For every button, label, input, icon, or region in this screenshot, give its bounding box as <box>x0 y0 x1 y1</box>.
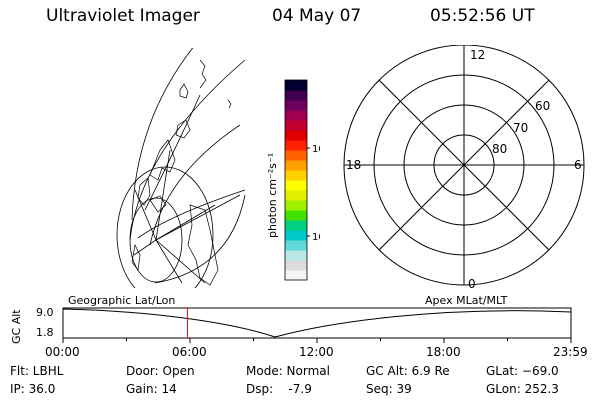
color-scale-swatch <box>285 80 307 91</box>
color-scale-swatch <box>285 90 307 101</box>
color-scale-swatch <box>285 240 307 251</box>
colorbar-tick-10: 10 <box>312 232 320 243</box>
filter-info: Flt: LBHL <box>10 364 64 378</box>
lat-label-60: 60 <box>535 99 550 113</box>
dsp-info: Dsp: -7.9 <box>246 382 312 396</box>
color-scale-swatch <box>285 150 307 161</box>
seq-info: Seq: 39 <box>366 382 412 396</box>
color-scale-swatch <box>285 120 307 131</box>
timeline-xtick-1200: 12:00 <box>299 345 334 359</box>
timeline-right-label: Apex MLat/MLT <box>425 294 508 307</box>
date-label: 04 May 07 <box>272 6 362 26</box>
color-scale-swatch <box>285 230 307 241</box>
geographic-map <box>116 48 246 288</box>
altitude-curve <box>62 308 572 338</box>
glat-info: GLat: −69.0 <box>486 364 559 378</box>
mode-info: Mode: Normal <box>246 364 330 378</box>
color-scale-swatch <box>285 260 307 271</box>
color-scale-bar: 100 10 <box>284 79 320 281</box>
timeline-xtick-1800: 18:00 <box>426 345 461 359</box>
ip-info: IP: 36.0 <box>10 382 56 396</box>
color-scale-swatch <box>285 170 307 181</box>
timeline-xtick-0600: 06:00 <box>172 345 207 359</box>
mlt-label-6: 6 <box>574 158 582 172</box>
lat-label-80: 80 <box>492 142 507 156</box>
polar-mlt-plot: 12 18 6 0 60 70 80 <box>343 45 585 290</box>
timeline-ticks <box>62 338 572 343</box>
colorbar-tick-100: 100 <box>312 144 320 155</box>
mlt-label-18: 18 <box>346 158 361 172</box>
color-scale-swatch <box>285 100 307 111</box>
timeline-ymin: 1.8 <box>36 326 54 339</box>
mlt-label-0: 0 <box>468 277 476 290</box>
color-scale-swatch <box>285 270 307 281</box>
glon-info: GLon: 252.3 <box>486 382 559 396</box>
color-scale-swatch <box>285 160 307 171</box>
door-info: Door: Open <box>126 364 195 378</box>
gain-info: Gain: 14 <box>126 382 177 396</box>
color-scale-swatch <box>285 190 307 201</box>
timeline-xtick-2359: 23:59 <box>553 345 588 359</box>
color-scale-swatch <box>285 200 307 211</box>
instrument-title: Ultraviolet Imager <box>46 6 200 26</box>
color-scale-swatch <box>285 180 307 191</box>
color-scale-swatch <box>285 220 307 231</box>
color-scale-swatches <box>285 80 310 281</box>
timeline-frame <box>62 307 572 339</box>
timeline-xtick-0000: 00:00 <box>45 345 80 359</box>
time-label: 05:52:56 UT <box>430 6 535 26</box>
color-scale-swatch <box>285 250 307 261</box>
timeline-left-label: Geographic Lat/Lon <box>68 294 176 307</box>
color-scale-swatch <box>285 210 307 221</box>
mlt-label-12: 12 <box>470 48 485 62</box>
color-scale-swatch <box>285 130 307 141</box>
gc-alt-info: GC Alt: 6.9 Re <box>366 364 450 378</box>
timeline-ymax: 9.0 <box>36 306 54 319</box>
color-scale-swatch <box>285 110 307 121</box>
color-scale-swatch <box>285 140 307 151</box>
lat-label-70: 70 <box>513 121 528 135</box>
